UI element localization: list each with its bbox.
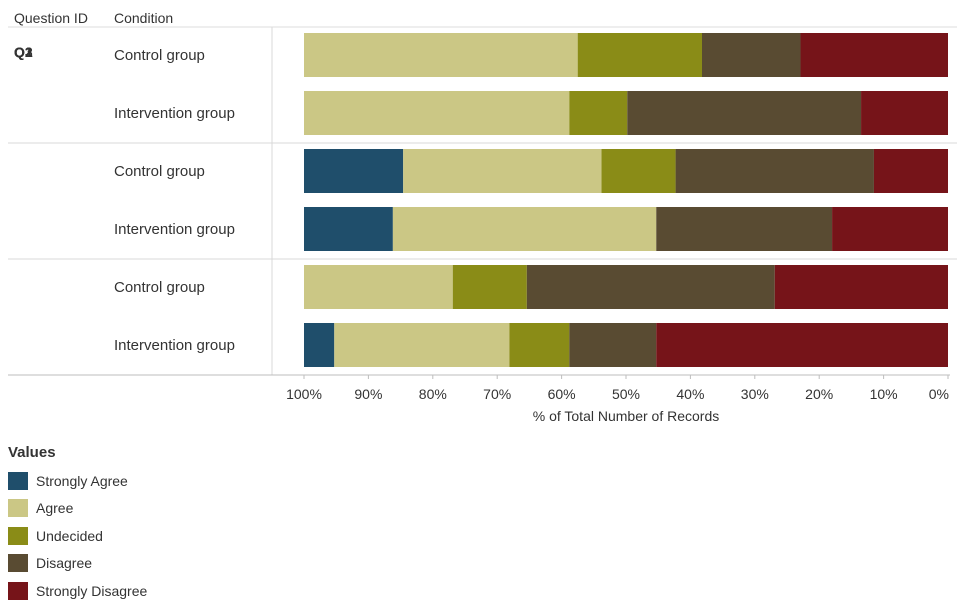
legend-swatch — [8, 554, 28, 573]
x-tick-label: 70% — [483, 386, 511, 402]
bar-segment-strongly-disagree — [832, 207, 948, 251]
condition-label: Control group — [114, 279, 205, 296]
legend-item: Disagree — [8, 550, 147, 578]
stacked-bar-chart: Q1 Control group Intervention group Q2 Contr… — [8, 26, 957, 424]
condition-label: Intervention group — [114, 105, 235, 122]
x-tick-label: 30% — [741, 386, 769, 402]
question-id-label: Q2 — [14, 44, 33, 60]
bar-segment-undecided — [569, 91, 628, 135]
question-id-label: Q1 — [14, 44, 33, 60]
bar-segment-undecided — [509, 323, 570, 367]
x-tick-label: 50% — [612, 386, 640, 402]
legend-items: Strongly Agree Agree Undecided Disagree Stro… — [8, 467, 147, 605]
legend-item: Agree — [8, 495, 147, 523]
x-tick-label: 20% — [805, 386, 833, 402]
bar-segment-strongly-agree — [304, 207, 393, 251]
legend: Values Strongly Agree Agree Undecided Disag… — [8, 444, 147, 605]
bar-segment-strongly-disagree — [774, 265, 948, 309]
bar-segment-strongly-agree — [304, 149, 404, 193]
bar-segment-strongly-disagree — [861, 91, 948, 135]
header-condition: Condition — [114, 10, 174, 26]
bar-segment-disagree — [701, 33, 801, 77]
bar-segment-agree — [403, 149, 602, 193]
bar-segment-agree — [304, 91, 570, 135]
legend-item: Undecided — [8, 522, 147, 550]
header-question-id: Question ID — [14, 10, 88, 26]
legend-label: Strongly Agree — [36, 472, 128, 489]
bar-segment-strongly-agree — [304, 323, 335, 367]
legend-swatch — [8, 499, 28, 518]
legend-label: Undecided — [36, 527, 103, 544]
bar-segment-strongly-disagree — [656, 323, 948, 367]
legend-swatch — [8, 471, 28, 490]
condition-label: Intervention group — [114, 221, 235, 238]
bar-segment-disagree — [627, 91, 862, 135]
bar-segment-disagree — [526, 265, 775, 309]
legend-swatch — [8, 581, 28, 600]
bar-segment-agree — [304, 33, 578, 77]
x-tick-label: 80% — [419, 386, 447, 402]
bar-segment-disagree — [675, 149, 874, 193]
bar-segment-agree — [392, 207, 657, 251]
x-tick-label: 100% — [286, 386, 322, 402]
x-tick-label: 10% — [870, 386, 898, 402]
bar-segment-undecided — [452, 265, 527, 309]
condition-label: Control group — [114, 47, 205, 64]
x-axis-label: % of Total Number of Records — [533, 408, 720, 424]
legend-item: Strongly Disagree — [8, 577, 147, 605]
bar-segment-disagree — [656, 207, 833, 251]
bar-segment-undecided — [601, 149, 676, 193]
legend-swatch — [8, 526, 28, 545]
bar-segment-agree — [304, 265, 453, 309]
legend-item: Strongly Agree — [8, 467, 147, 495]
bar-segment-undecided — [577, 33, 702, 77]
x-tick-label: 40% — [676, 386, 704, 402]
x-tick-label: 0% — [929, 386, 949, 402]
bar-segment-strongly-disagree — [800, 33, 948, 77]
legend-label: Disagree — [36, 555, 93, 572]
x-tick-label: 90% — [354, 386, 382, 402]
question-id-label: Q3 — [14, 44, 33, 60]
legend-title: Values — [8, 444, 56, 461]
legend-label: Strongly Disagree — [36, 582, 148, 599]
bar-segment-agree — [334, 323, 510, 367]
x-tick-label: 60% — [548, 386, 576, 402]
bar-segment-disagree — [569, 323, 657, 367]
condition-label: Intervention group — [114, 337, 235, 354]
condition-label: Control group — [114, 163, 205, 180]
bar-segment-strongly-disagree — [873, 149, 948, 193]
legend-label: Agree — [36, 500, 74, 517]
